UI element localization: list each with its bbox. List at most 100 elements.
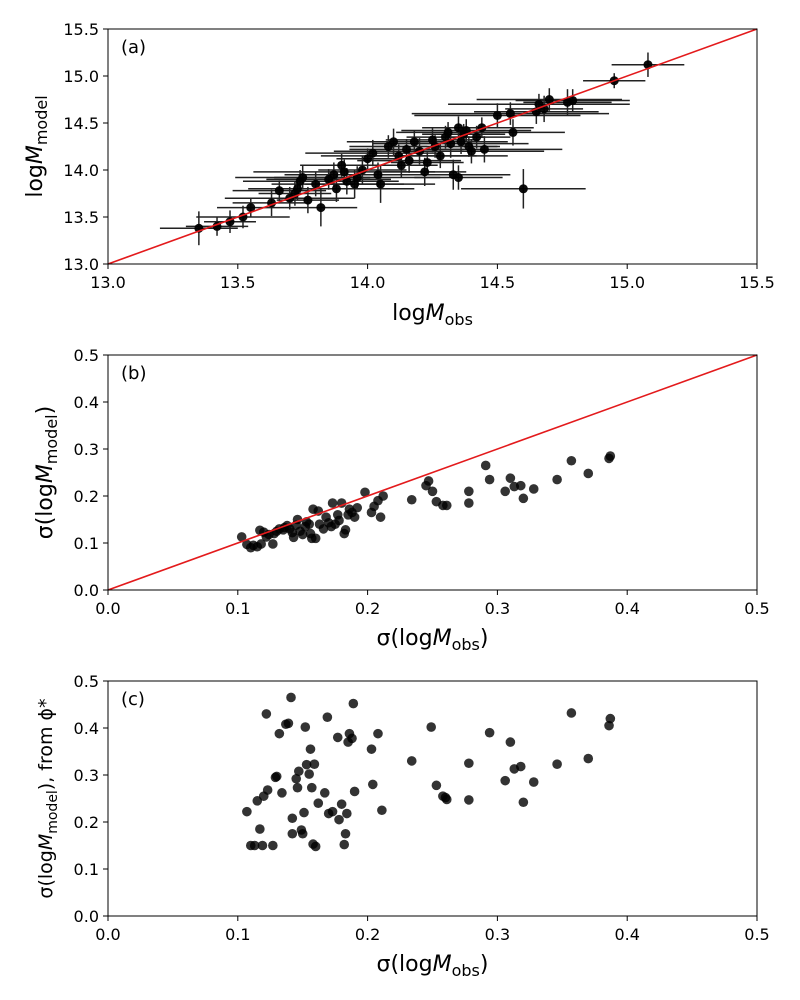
panel-b-x-tick-label: 0.4: [614, 599, 639, 618]
panel-c-point: [286, 692, 296, 703]
panel-c-point: [262, 785, 273, 795]
panel-c-x-axis-label: σ(logMobs): [377, 952, 489, 980]
panel-a-point: [435, 151, 445, 161]
panel-c-label: (c): [121, 689, 145, 710]
panel-c-point: [268, 840, 278, 851]
panel-b-point: [480, 460, 491, 471]
panel-c-point: [515, 761, 526, 772]
panel-c-point: [292, 782, 303, 793]
panel-a-point: [331, 184, 341, 194]
panel-b-point: [340, 525, 351, 535]
panel-b-x-tick-label: 0.1: [225, 599, 250, 618]
panel-b-point: [310, 533, 321, 544]
panel-c-y-axis-label: σ(logMmodel), from ϕ*: [35, 698, 61, 898]
panel-c-point: [271, 771, 282, 782]
panel-c-point: [484, 727, 495, 738]
panel-b-point: [304, 519, 314, 529]
panel-a-point: [420, 167, 430, 177]
panel-a-point: [409, 137, 419, 147]
panel-a-y-tick-label: 14.5: [63, 114, 99, 133]
panel-b-frame: [107, 354, 758, 591]
panel-c-point: [287, 813, 298, 824]
panel-b-ticks: 0.0 0.1 0.2 0.3 0.4 0.5 0.0 0.1 0.2 0.3 0.4 0.5: [74, 346, 770, 618]
panel-a-y-tick-label: 13.0: [63, 255, 99, 274]
panel-c-point: [277, 788, 287, 798]
panel-c-point: [301, 759, 312, 770]
panel-c-point: [332, 732, 343, 743]
panel-c-point: [300, 722, 311, 732]
panel-c-frame: [107, 680, 758, 917]
panel-c-point: [339, 839, 350, 850]
panel-c-point: [283, 718, 294, 729]
panel-a-point: [311, 179, 321, 189]
panel-c: 0.0 0.1 0.2 0.3 0.4 0.5 0.0 0.1 0.2 0.3 0.4 0.5 (c)…: [35, 672, 770, 980]
panel-b-point: [464, 498, 474, 508]
panel-b-point: [256, 539, 266, 549]
panel-b-point: [236, 532, 247, 542]
panel-a-y-tick-label: 15.0: [63, 67, 99, 86]
panel-b-point: [528, 484, 539, 494]
panel-a-label: (a): [121, 37, 146, 58]
panel-b-point: [566, 455, 577, 466]
panel-a-y-tick-label: 13.5: [63, 208, 99, 227]
panel-c-point: [528, 777, 539, 787]
panel-a-point: [396, 160, 406, 170]
panel-b-y-tick-label: 0.4: [74, 393, 99, 412]
panel-a-point: [368, 148, 378, 158]
panel-c-point: [313, 798, 324, 808]
panel-c-x-tick-label: 0.0: [95, 925, 120, 944]
panel-c-point: [500, 775, 510, 786]
panel-a-point: [303, 195, 313, 205]
panel-c-point: [426, 722, 437, 732]
panel-b-point: [360, 487, 370, 498]
panel-c-point: [242, 806, 252, 817]
panel-b-point: [505, 473, 516, 483]
panel-c-point: [261, 709, 272, 719]
panel-a-point: [568, 95, 578, 105]
panel-b-point: [583, 468, 594, 479]
panel-c-point: [366, 744, 377, 754]
panel-a-point: [389, 137, 399, 147]
panel-c-point: [287, 828, 298, 839]
panel-b-y-tick-label: 0.2: [74, 487, 99, 506]
panel-b-y-tick-label: 0.3: [74, 440, 99, 459]
panel-c-point: [348, 698, 359, 709]
panel-b-point: [349, 512, 360, 522]
panel-c-y-tick-label: 0.2: [74, 813, 99, 832]
panel-c-point: [552, 759, 562, 769]
panel-c-point: [518, 797, 529, 808]
panel-b-point: [406, 494, 417, 505]
panel-a-point: [339, 167, 349, 177]
panel-a-point: [466, 146, 476, 156]
panel-a-point: [479, 144, 489, 154]
panel-c-point: [294, 766, 304, 777]
panel-a-x-tick-label: 15.0: [609, 273, 645, 292]
panel-a-point: [453, 123, 463, 133]
panel-b-point: [552, 474, 562, 485]
panel-c-point: [291, 773, 302, 784]
panel-b-reference-line: [107, 354, 758, 591]
panel-a-point: [246, 203, 256, 213]
panel-b-point: [378, 491, 388, 501]
panel-c-point: [322, 712, 333, 722]
panel-a-point: [316, 203, 326, 213]
panel-a-x-tick-label: 14.0: [350, 273, 386, 292]
panel-b: 0.0 0.1 0.2 0.3 0.4 0.5 0.0 0.1 0.2 0.3 0.4 0.5 (b)…: [33, 346, 770, 654]
panel-c-point: [342, 808, 352, 819]
panel-c-point: [310, 841, 321, 852]
panel-a: 13.0 13.5 14.0 14.5 15.0 15.5 13.0 13.5 14.0 14.5…: [23, 20, 775, 329]
panel-b-point: [441, 500, 452, 511]
panel-a-reference-line: [107, 28, 758, 265]
panel-b-point: [518, 493, 529, 504]
panel-c-point: [605, 713, 616, 724]
panel-a-x-tick-label: 13.0: [90, 273, 126, 292]
panel-c-y-tick-label: 0.4: [74, 719, 99, 738]
panel-a-point: [293, 184, 303, 194]
panel-c-y-tick-label: 0.5: [74, 672, 99, 691]
panel-b-point: [484, 474, 495, 485]
panel-b-point: [375, 512, 386, 522]
panel-c-x-tick-label: 0.5: [744, 925, 769, 944]
panel-a-point: [373, 170, 383, 180]
panel-a-x-tick-label: 15.5: [739, 273, 775, 292]
panel-a-x-tick-label: 13.5: [220, 273, 256, 292]
